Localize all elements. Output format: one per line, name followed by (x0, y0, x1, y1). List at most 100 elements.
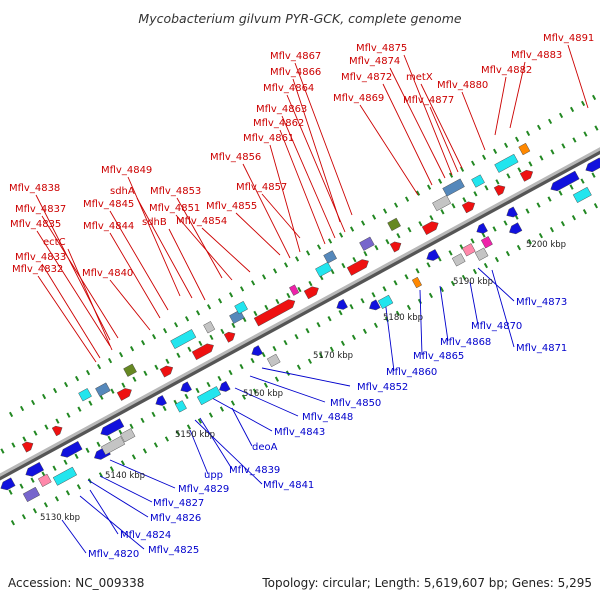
gene-feature (37, 473, 52, 487)
scale-label-5170: 5170 kbp (313, 351, 353, 361)
tick-mark (109, 466, 115, 472)
gene-feature (95, 382, 111, 397)
leader-line (35, 194, 111, 341)
gene-feature (229, 309, 245, 324)
tick-mark (481, 232, 486, 238)
leader-line (261, 367, 351, 387)
tick-mark (30, 399, 36, 406)
tick-mark (65, 490, 71, 496)
tick-mark (316, 322, 321, 328)
gene-label: Mflv_4882 (481, 65, 532, 76)
gene-label: Mflv_4848 (302, 412, 353, 423)
reverse-gene-labels: Mflv_4873 Mflv_4870 Mflv_4868 Mflv_4871 … (88, 297, 567, 560)
tick-mark (349, 226, 355, 232)
gene-feature (196, 386, 222, 406)
tick-mark (305, 250, 311, 256)
tick-mark (296, 364, 302, 370)
gene-label: Mflv_4840 (82, 268, 133, 279)
tick-mark (494, 256, 500, 263)
tick-mark (404, 274, 409, 280)
tick-mark (54, 496, 60, 502)
tick-mark (228, 292, 234, 298)
tick-mark (461, 274, 467, 281)
tick-mark (263, 382, 269, 388)
leader-line (36, 230, 111, 347)
tick-mark (88, 400, 93, 406)
gene-label: Mflv_4853 (150, 186, 201, 197)
scale-label-5160: 5160 kbp (243, 389, 283, 399)
leader-line (235, 212, 281, 256)
tick-mark (96, 441, 101, 447)
tick-mark (426, 262, 431, 268)
gene-label: Mflv_4855 (206, 201, 257, 212)
tick-mark (118, 351, 124, 358)
gene-label: Mflv_4833 (15, 252, 66, 263)
gene-feature (572, 186, 592, 203)
tick-mark (275, 298, 280, 305)
gene-feature (461, 201, 476, 214)
tick-mark (472, 268, 478, 275)
tick-mark (338, 310, 343, 316)
gene-label: Mflv_4843 (274, 427, 325, 438)
leader-line (201, 227, 251, 273)
gene-feature (78, 388, 92, 402)
tick-mark (329, 346, 335, 352)
tick-mark (286, 292, 291, 299)
tick-mark (327, 316, 332, 322)
tick-mark (470, 238, 475, 244)
tick-mark (591, 94, 597, 101)
tick-mark (374, 244, 379, 251)
tick-mark (250, 280, 256, 286)
gene-label: Mflv_4864 (263, 83, 314, 94)
tick-mark (503, 142, 509, 148)
tick-mark (483, 262, 489, 269)
gene-feature (52, 466, 78, 486)
tick-mark (10, 520, 16, 526)
gene-feature (60, 441, 83, 458)
leader-line (281, 115, 336, 239)
tick-mark (297, 286, 302, 293)
tick-mark (506, 173, 511, 179)
gene-feature (387, 217, 401, 232)
tick-mark (591, 172, 596, 178)
leader-line (261, 193, 301, 239)
gene-feature (303, 286, 319, 300)
tick-mark (274, 376, 280, 382)
gene-feature (411, 276, 423, 289)
gene-feature (191, 343, 214, 361)
tick-mark (580, 178, 585, 184)
tick-mark (406, 304, 412, 311)
tick-mark (209, 334, 214, 341)
tick-mark (308, 280, 313, 287)
gene-feature (519, 169, 534, 182)
tick-mark (107, 435, 112, 441)
gene-label: Mflv_4850 (330, 398, 381, 409)
leader-line (359, 104, 419, 196)
leader-line (61, 519, 87, 554)
leader-line (194, 419, 263, 485)
tick-mark (373, 322, 379, 329)
tick-mark (44, 424, 49, 430)
tick-mark (264, 304, 269, 311)
tick-mark (121, 382, 126, 388)
leader-line (109, 210, 169, 311)
gene-label: Mflv_4875 (356, 43, 407, 54)
leader-line (79, 495, 145, 550)
leader-line (249, 375, 326, 403)
tick-mark (560, 220, 566, 227)
gene-label: Mflv_4856 (210, 152, 261, 163)
tick-mark (382, 208, 388, 214)
tick-mark (428, 292, 434, 299)
tick-mark (341, 262, 346, 269)
leader-line (419, 289, 423, 356)
tick-mark (393, 202, 399, 208)
gene-feature (471, 174, 485, 188)
scale-label-5140: 5140 kbp (105, 471, 145, 481)
leader-line (234, 387, 299, 417)
gene-label: Mflv_4866 (270, 67, 321, 78)
gene-label: Mflv_4857 (236, 182, 287, 193)
leader-line (231, 407, 253, 447)
tick-mark (340, 340, 346, 346)
leader-lines (35, 44, 589, 554)
gene-feature (234, 300, 248, 315)
